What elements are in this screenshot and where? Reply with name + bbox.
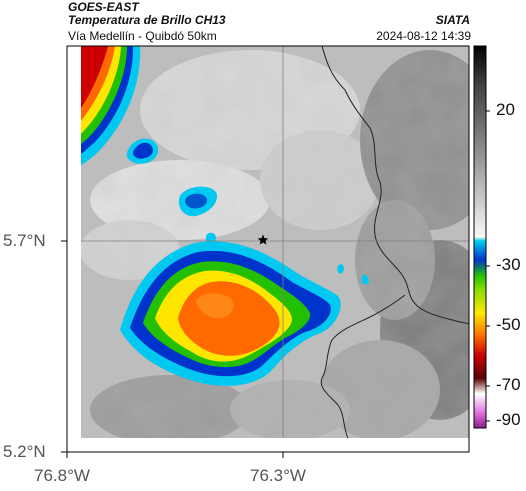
product-title: Temperatura de Brillo CH13 bbox=[68, 13, 226, 27]
colorbar-label-minus70: -70 bbox=[496, 375, 521, 394]
map-frame bbox=[66, 45, 470, 453]
colorbar-label-minus30: -30 bbox=[496, 255, 521, 274]
satellite-title: GOES-EAST bbox=[68, 0, 139, 14]
lon-tick-76-3: 76.3°W bbox=[250, 466, 306, 485]
agency-label: SIATA bbox=[435, 13, 470, 27]
colorbar-label-minus50: -50 bbox=[496, 315, 521, 334]
lon-tick-76-8: 76.8°W bbox=[34, 466, 90, 485]
star-marker bbox=[257, 234, 269, 245]
colorbar-label-minus90: -90 bbox=[496, 410, 521, 429]
lat-tick-5-7: 5.7°N bbox=[3, 231, 46, 250]
datetime-label: 2024-08-12 14:39 bbox=[376, 29, 471, 43]
lat-tick-5-2: 5.2°N bbox=[3, 442, 46, 461]
colorbar-label-20: 20 bbox=[496, 100, 515, 119]
colorbar bbox=[473, 45, 490, 429]
map-area bbox=[81, 46, 469, 438]
route-label: Vía Medellín - Quibdó 50km bbox=[68, 29, 217, 43]
